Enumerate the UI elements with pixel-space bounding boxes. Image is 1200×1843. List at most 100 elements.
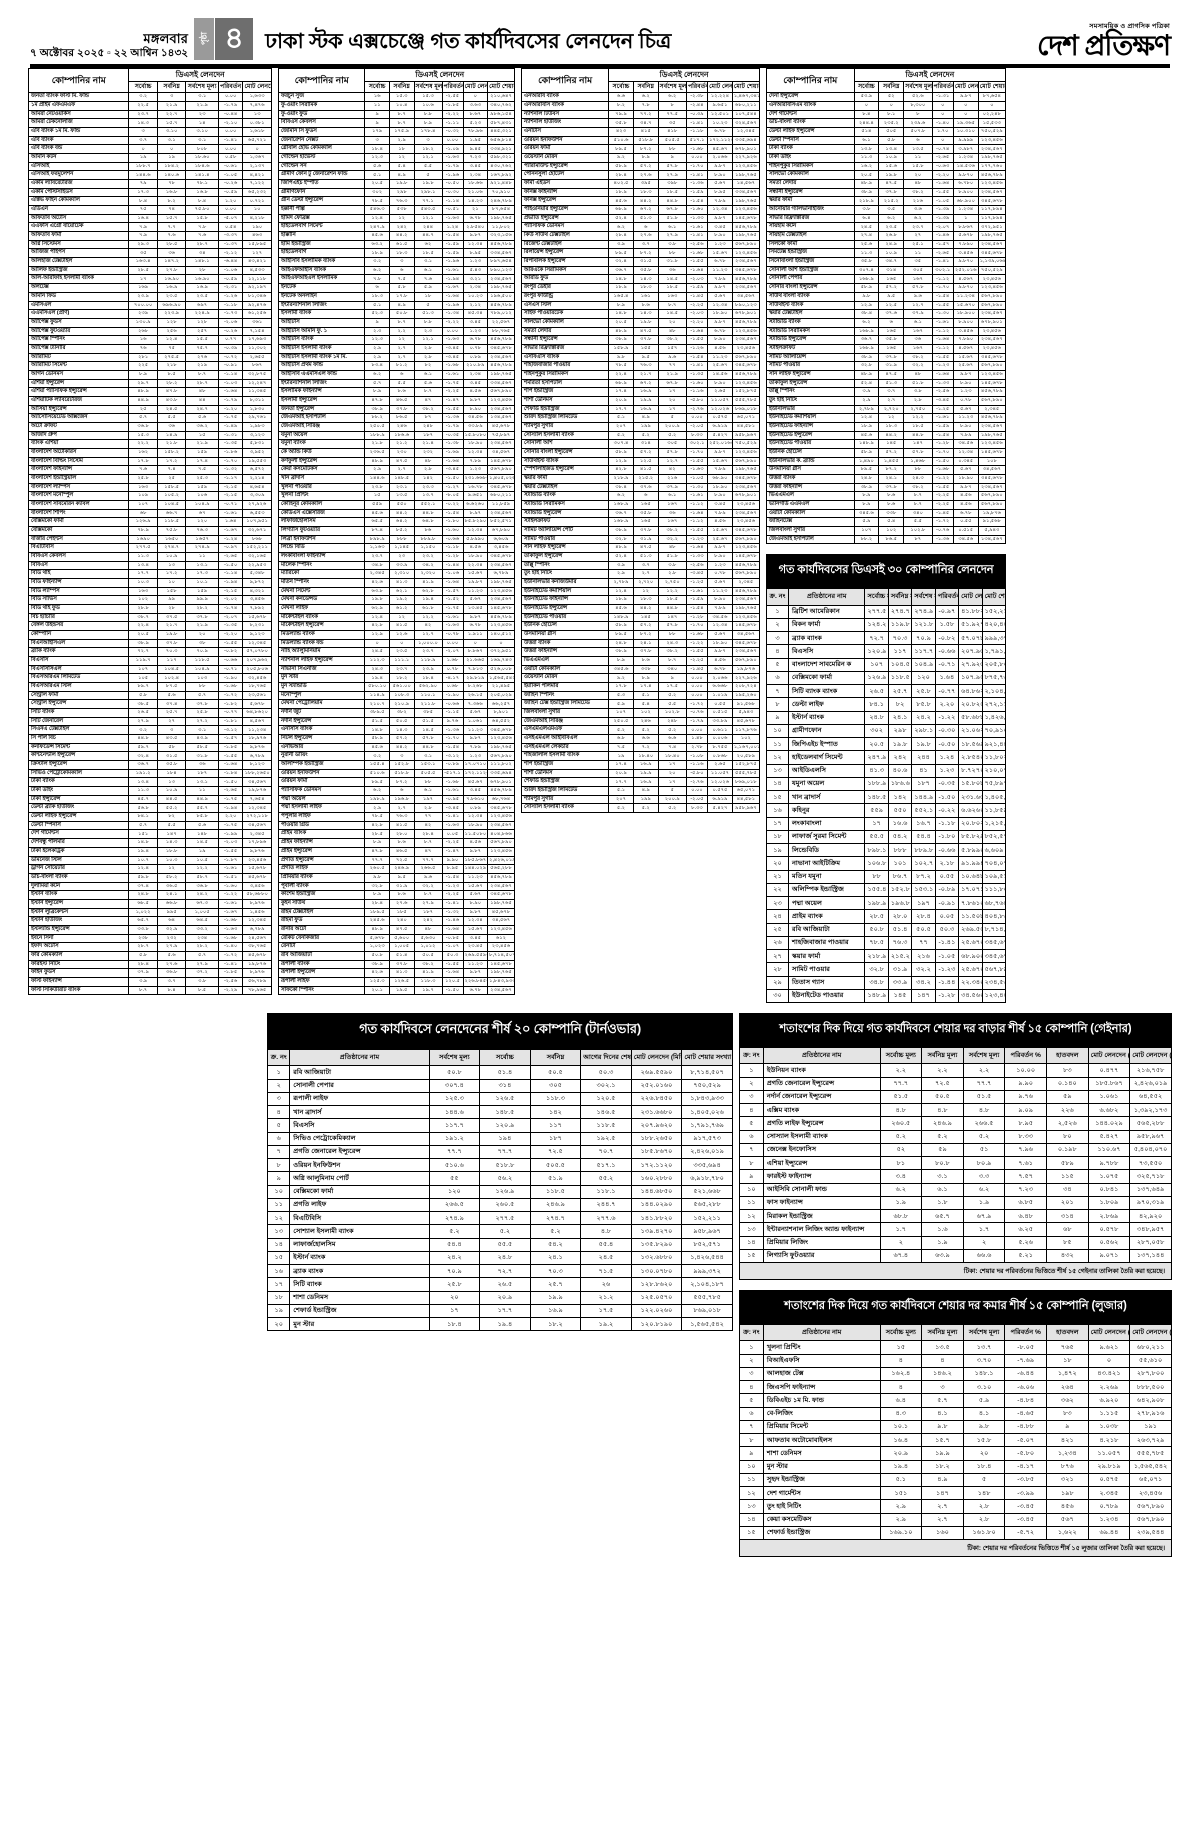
value-cell: ১৬৮.৯ bbox=[853, 274, 880, 285]
value-cell: ৩৩.৮৯ bbox=[462, 421, 489, 432]
value-cell: -১.৬৪ bbox=[441, 291, 464, 302]
value-cell: ১৭২.১১২০ bbox=[462, 768, 489, 779]
value-cell: ১৩.১ bbox=[185, 777, 220, 788]
table-row: সোনার বাংলা ইন্স্যুরেন্স ৫৮.৯ ৫৭.২ ৫৭.৮ -১.৭… bbox=[766, 283, 1007, 293]
value-cell: ২,৭৫০ bbox=[903, 404, 933, 415]
value-cell: ৪৫৬,৭৮৯ bbox=[731, 560, 761, 571]
value-cell: -১.২৮ bbox=[931, 439, 954, 449]
value-cell: ৮৯.৫ bbox=[608, 144, 634, 155]
value-cell: ৭৭ bbox=[657, 361, 687, 371]
company-name: আফতাব অটোমোবাইলস bbox=[762, 1433, 881, 1448]
value-cell: ১৫,৫৩৩ bbox=[977, 118, 1007, 129]
value-cell: -০.৭৪ bbox=[931, 144, 954, 155]
table-row: ফার কেমিক্যাল ৫.৮ ৫.৬ ৫.৭ -১.৭২ ৪৫,৬৭৮ bbox=[27, 950, 272, 961]
value-cell: ২৩৪,৫৬৭ bbox=[487, 508, 515, 519]
company-name: শেফার্ড ইন্ডাস্ট্রিজ bbox=[289, 1303, 430, 1319]
value-cell: ৭৭ bbox=[911, 935, 936, 951]
value-cell: ২০ bbox=[903, 170, 933, 181]
value-cell: ৭৫,৮৯৭ bbox=[981, 776, 1007, 792]
company-name: গ্লোবাল হেভি কেমিক্যাল bbox=[277, 144, 366, 155]
value-cell: ২৭৫.৫ bbox=[156, 352, 187, 363]
value-cell: ৬.৪ bbox=[879, 1393, 923, 1408]
value-cell: ৫১.৩ bbox=[413, 309, 443, 319]
value-cell: ৯৯৯,৩৭২ bbox=[981, 631, 1007, 646]
value-cell: ৫০৫.৫ bbox=[529, 1158, 582, 1173]
value-cell: ৪৫৬,৭৮৯ bbox=[977, 170, 1007, 181]
value-cell: ৯১,৫৬৮ bbox=[977, 517, 1007, 527]
value-cell: ৫৬৫,২৮৮ bbox=[681, 1197, 733, 1213]
value-cell: ২৩৪,৫৬৭ bbox=[487, 985, 515, 996]
value-cell: ১৮.৪ bbox=[413, 673, 443, 684]
table-row: ১১ সুহৃদ ইন্ডাস্ট্রিজ ৫.১ ৪.৯ ৫ -৩.৮৫ ৩২১ ০.৫৭৫… bbox=[738, 1472, 1172, 1488]
value-cell: ৫,৬৭৮ bbox=[364, 933, 390, 944]
value-cell: ১৬.৯ bbox=[632, 404, 659, 415]
company-name: মিডল্যান্ড ব্যাংক bbox=[277, 630, 366, 640]
value-cell: ১.০৩৮ bbox=[1087, 1419, 1131, 1435]
company-name: ইনটেক bbox=[277, 283, 366, 293]
value-cell: ৩৬ bbox=[156, 248, 187, 259]
value-cell: ১৫.৫ bbox=[185, 335, 220, 345]
value-cell: -১.৩৯ bbox=[931, 205, 954, 215]
value-cell: ৫,৩৪৮ bbox=[242, 569, 272, 579]
value-cell: ৬.১ bbox=[921, 1182, 964, 1197]
value-cell: -১.৭৯ bbox=[218, 395, 244, 406]
column-header: সর্বনিম্ন মূল্য bbox=[887, 588, 913, 606]
value-cell: ৭৯.৯ bbox=[608, 109, 634, 120]
value-cell: ৪১৮ bbox=[657, 127, 687, 137]
value-cell: ৭৫ bbox=[156, 343, 187, 354]
value-cell: ১২৩,৪৫৬ bbox=[731, 205, 761, 215]
value-cell: ১৯,৮৭৬ bbox=[977, 508, 1007, 519]
company-name: হাইডেলবার্গ সিমেন্ট bbox=[787, 750, 866, 765]
value-cell: ১৯.৯ bbox=[632, 395, 659, 406]
value-cell: ৮.৯ bbox=[632, 673, 659, 684]
table-row: হাক্কানি ৪৫.৬ ৪৪.২ ৪৪.৭ -১.৫৪ ৯.৮৭ ৩২৩,১৫৬ bbox=[277, 231, 515, 241]
value-cell: ১৪৫ bbox=[878, 439, 905, 449]
column-header: সর্বশেষ মূল্য bbox=[911, 588, 936, 606]
value-cell: -১.৩৮ bbox=[441, 439, 464, 449]
value-cell: ৭.৭ bbox=[156, 222, 187, 233]
value-cell: ২,৩৪৫ bbox=[977, 404, 1007, 415]
company-name: রবি আজিয়াটা bbox=[787, 922, 866, 937]
value-cell: ৩.৪৫ bbox=[462, 317, 489, 328]
value-cell: -৩.৪৫ bbox=[1004, 1512, 1048, 1527]
table-row: শাহজালাল ইসলামী ব্যাংক ১৯ ১৮.৪০ ১৮.৪০ -১.০৮ ০… bbox=[520, 751, 761, 762]
company-name: উত্তরা ফাইন্যান্স bbox=[766, 482, 855, 493]
value-cell: ৫৯৮,৩২১ bbox=[487, 153, 515, 163]
value-cell: -১.৭৯ bbox=[218, 101, 244, 111]
company-name: সিলকো ফার্মা bbox=[766, 239, 855, 250]
value-cell: ০.০০ bbox=[218, 205, 244, 215]
value-cell: ১০২.৮ bbox=[657, 708, 687, 718]
value-cell: ১৭.৪ bbox=[608, 387, 634, 397]
value-cell: ২,১৩৭ bbox=[242, 161, 272, 172]
table-row: এশিয়াটিক ল্যাবরেটরিজ ৪৪.৯ ৪৩.৮ ৪৪ -১.৭৯ ৮,৩১… bbox=[27, 395, 272, 406]
value-cell: ১৫.৩ bbox=[128, 430, 158, 441]
value-cell: ১২.৭ bbox=[657, 456, 687, 467]
value-cell: ১৪৫,৬৭৮ bbox=[731, 621, 761, 632]
value-cell: ৬৭.৯ bbox=[962, 1209, 1006, 1224]
value-cell: ৪৬.৫ bbox=[389, 846, 415, 857]
masthead-rule bbox=[30, 64, 1170, 68]
value-cell: ২০.৯ bbox=[479, 1290, 531, 1305]
table-row: বাংলাদেশ ইন্ডাস্ট্রিয়াল ২৫.৮ ২৫ ২৫.৩ -১.১৭ ২… bbox=[27, 473, 272, 484]
value-cell: ৮.৯৭ bbox=[462, 508, 489, 519]
value-cell: ৩৪.২ bbox=[413, 560, 443, 571]
company-name: জেএমআই সিরিঞ্জ bbox=[520, 716, 610, 727]
value-cell: ৯.৬৫১ bbox=[462, 491, 489, 501]
dse-body-1: জনতা ব্যাংক ফার্স্ট মি. ফান্ড ৩.২ ৩ ৩.১ ০.০০… bbox=[27, 92, 272, 996]
value-cell: ১৪৭ bbox=[911, 988, 936, 1004]
column-header: মোট লেনদেন (মিলি.) bbox=[1087, 1047, 1131, 1065]
value-cell: ৬.৯২০ bbox=[1087, 1393, 1131, 1408]
table-row: সি পার্ল বিচ ৪৪.৮ ৪৩.৫ ৪৩.৯ -১.৫৭ ১৮,৯৭৬ bbox=[27, 734, 272, 744]
value-cell: -২.৫৬ bbox=[685, 560, 709, 571]
value-cell: -২.০২ bbox=[218, 595, 244, 605]
value-cell: ৮৮.২ bbox=[853, 534, 880, 545]
value-cell: ৬,৭৮৯ bbox=[487, 569, 515, 579]
value-cell: ৮.৯০ bbox=[462, 404, 489, 415]
company-name: সিএনএ টেক্সটাইল bbox=[27, 725, 130, 736]
column-header: মোট শেয়ার সংখ্যা bbox=[681, 1049, 733, 1067]
value-cell: -১.৯৬ bbox=[441, 257, 464, 267]
table-row: ন্যাশনাল হাউজিং ৩৫.৮ ৩৪.৭ ৩৫ -১.৪১ ১০.২৩ ৩২৪,৫… bbox=[520, 118, 761, 129]
value-cell: ২.৭ bbox=[921, 1512, 964, 1527]
value-cell: ১৯৮,৭৬৫ bbox=[487, 742, 515, 753]
value-cell: ৬৫,৭২১ bbox=[242, 135, 272, 146]
